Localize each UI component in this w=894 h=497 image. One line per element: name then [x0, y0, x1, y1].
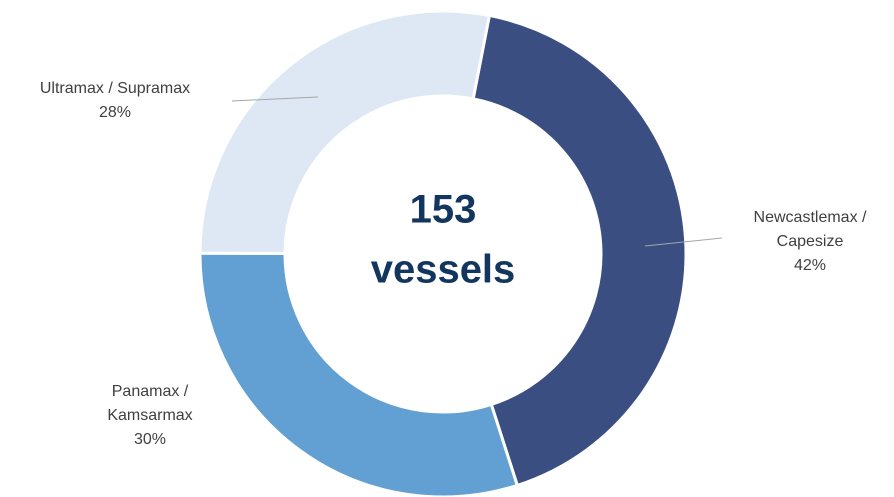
donut-segment [471, 13, 688, 488]
center-value: 153 [410, 188, 477, 232]
leader-line [231, 96, 319, 102]
center-label: vessels [371, 248, 516, 292]
value-label: 42% [794, 257, 826, 274]
category-label: Ultramax / Supramax [40, 80, 190, 97]
category-label: Capesize [777, 233, 844, 250]
category-label: Newcastlemax / [754, 209, 867, 226]
value-label: 28% [99, 104, 131, 121]
category-label: Panamax / [112, 383, 189, 400]
leader-line [644, 237, 723, 247]
donut-segment [198, 9, 492, 255]
value-label: 30% [134, 431, 166, 448]
category-label: Kamsarmax [107, 407, 192, 424]
donut-segment [198, 251, 520, 497]
